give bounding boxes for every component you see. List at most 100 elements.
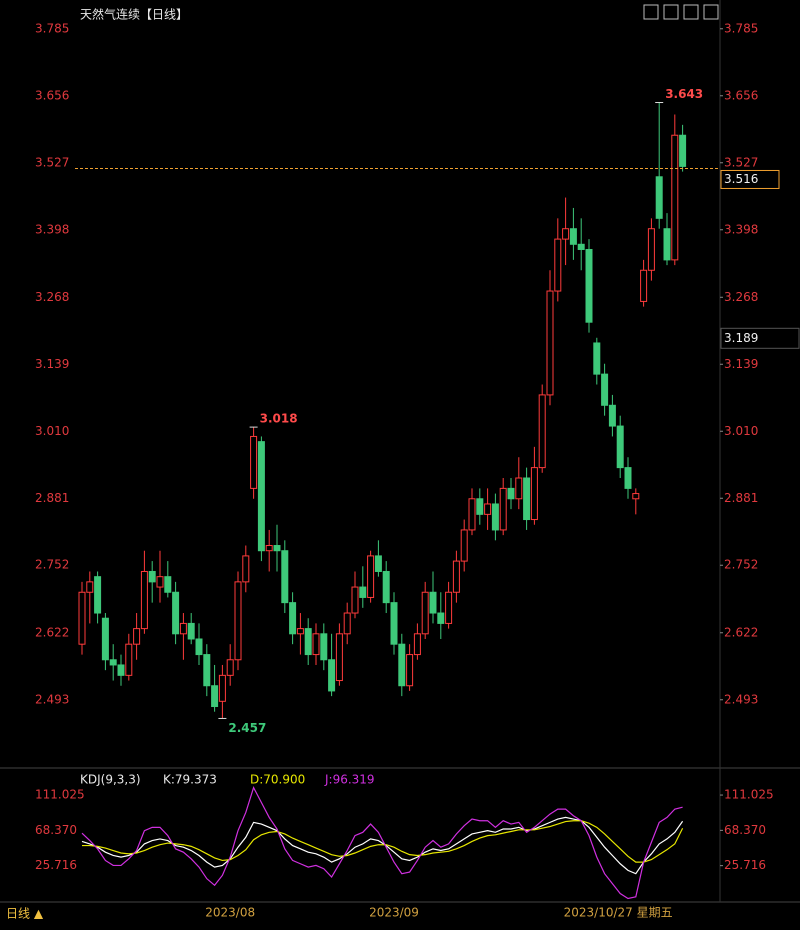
y-tick-label-right: 3.527 [724,155,758,169]
indicator-line [81,786,683,900]
period-button[interactable]: 日线 ▲ [6,907,44,921]
candle-body [484,503,492,515]
candle-body [608,404,616,427]
candle-body [343,612,351,635]
candle-body [156,576,164,588]
candle-body [429,591,437,614]
candle-body [250,435,258,489]
candle-body [101,617,109,661]
y-tick-label: 3.268 [35,290,69,304]
legend-d: D:70.900 [250,773,305,787]
candle-body [538,394,546,469]
y-tick-label: 25.716 [35,858,77,872]
candle-body [445,591,453,624]
y-tick-label: 3.010 [35,424,69,438]
candle-body [172,591,180,635]
y-tick-label: 68.370 [35,823,77,837]
candle-body [398,643,406,687]
candle-body [242,555,250,583]
candle-body [437,612,445,624]
tool-button[interactable] [683,4,699,20]
candle-body [562,228,570,240]
candle-body [679,134,687,167]
toolbar [643,4,719,20]
candle-body [312,633,320,656]
candle-body [281,550,289,604]
candle-body [328,659,336,692]
candle-body [585,248,593,323]
candle-body [351,586,359,614]
y-tick-label: 3.527 [35,155,69,169]
y-tick-label-right: 2.493 [724,692,758,706]
y-tick-label-right: 3.268 [724,290,758,304]
y-tick-label: 2.752 [35,558,69,572]
candle-body [164,576,172,593]
y-tick-label-right: 2.881 [724,491,758,505]
y-tick-label-right: 111.025 [724,788,774,802]
y-tick-label: 3.398 [35,222,69,236]
legend-k: K:79.373 [163,773,217,787]
candle-body [452,560,460,593]
candle-body [335,633,343,682]
candle-body [187,622,195,640]
y-tick-label-right: 3.785 [724,21,758,35]
y-tick-label-right: 2.752 [724,558,758,572]
candle-body [226,659,234,676]
candle-body [530,467,538,521]
y-tick-label-right: 2.622 [724,625,758,639]
candle-body [468,498,476,531]
candle-body [491,503,499,531]
candle-body [218,674,226,702]
candle-body [640,269,648,302]
annotation-label: 2.457 [228,721,266,735]
tool-button[interactable] [663,4,679,20]
candle-body [125,643,133,676]
y-tick-label: 2.881 [35,491,69,505]
y-tick-label: 3.656 [35,88,69,102]
y-tick-label-right: 25.716 [724,858,766,872]
candle-body [499,487,507,531]
candle-body [671,134,679,261]
candle-body [234,581,242,661]
candle-body [577,243,585,250]
y-tick-label: 111.025 [35,788,85,802]
y-tick-label: 3.785 [35,21,69,35]
candle-body [265,545,273,552]
last-price-box [720,169,780,189]
cursor-price-label: 3.189 [724,331,758,345]
candle-body [257,441,265,552]
candle-body [406,654,414,687]
candle-body [554,238,562,292]
y-tick-label: 2.622 [35,625,69,639]
candle-body [476,498,484,515]
candle-body [109,659,117,666]
tool-button[interactable] [703,4,719,20]
chart-title: 天然气连续【日线】 [80,7,188,22]
candle-body [296,628,304,635]
candle-body [523,477,531,521]
candle-body [320,633,328,661]
candle-body [133,628,141,645]
candle-body [374,555,382,572]
candle-body [140,570,148,630]
last-price-label: 3.516 [724,172,758,186]
annotation-label: 3.018 [260,412,298,426]
y-tick-label-right: 3.398 [724,222,758,236]
candle-body [647,228,655,271]
candle-body [421,591,429,635]
candle-body [117,664,125,676]
candle-body [663,228,671,261]
tool-button[interactable] [643,4,659,20]
candle-body [632,493,640,500]
candle-body [94,576,102,614]
legend-j: J:96.319 [324,773,375,787]
x-tick-label: 2023/09 [369,906,419,920]
cursor-price-box [720,327,800,349]
y-tick-label-right: 3.656 [724,88,758,102]
x-tick-label: 2023/10/27 星期五 [564,906,673,920]
y-tick-label: 2.493 [35,692,69,706]
x-tick-label: 2023/08 [205,906,255,920]
candle-body [460,529,468,562]
candle-body [289,602,297,635]
